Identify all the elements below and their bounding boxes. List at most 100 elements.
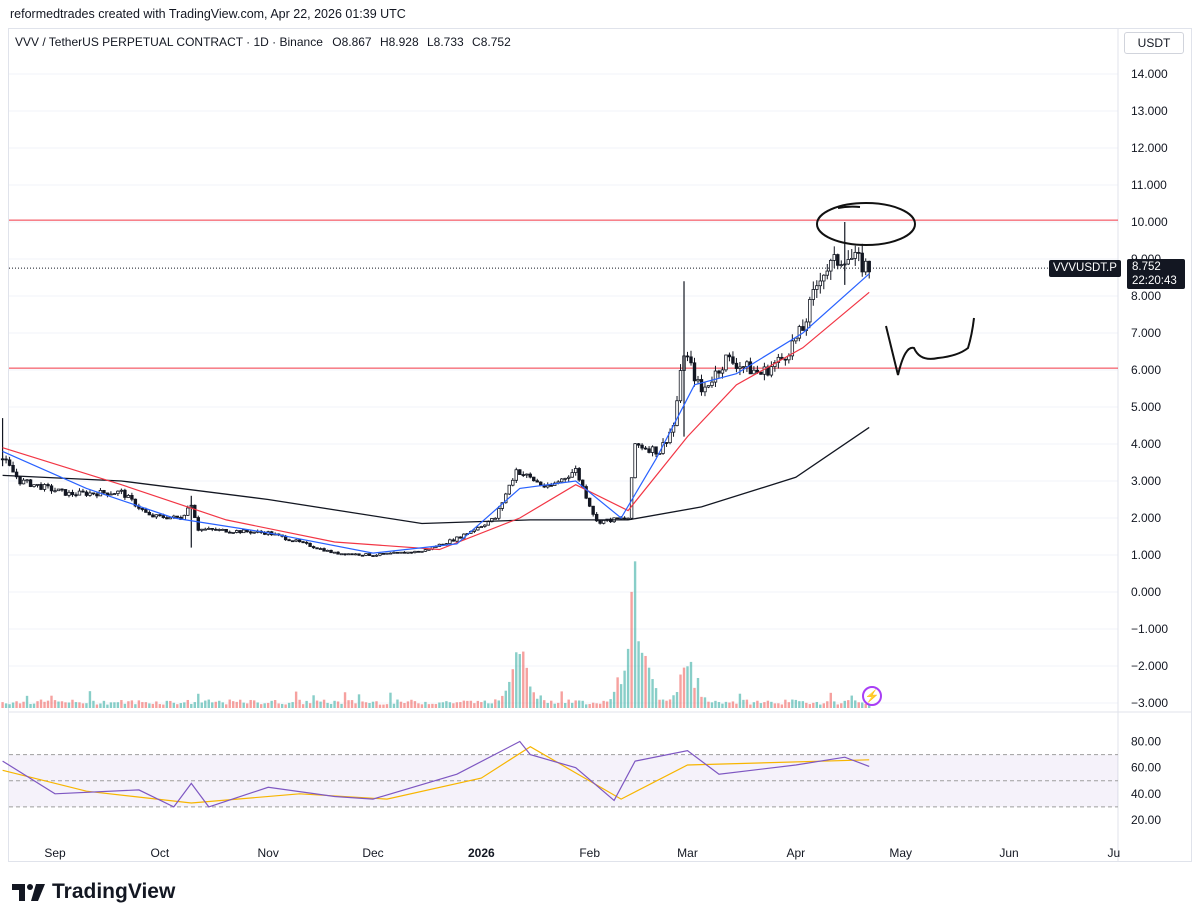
volume-bar	[193, 702, 196, 708]
rsi-axis-label: 80.00	[1131, 735, 1161, 749]
volume-bar	[861, 702, 864, 708]
candle-body	[504, 493, 508, 504]
low-label: L	[426, 35, 434, 49]
candle-body	[451, 539, 456, 542]
candle-body	[731, 356, 735, 364]
volume-bar	[707, 701, 710, 708]
candle-body	[755, 369, 760, 373]
candle-body	[486, 521, 491, 526]
tradingview-logo[interactable]: TradingView	[12, 880, 175, 904]
price-axis-label: 4.000	[1131, 437, 1161, 451]
candle-body	[643, 447, 648, 450]
candle-body	[231, 531, 235, 534]
candle-body	[514, 469, 518, 481]
volume-bar	[598, 703, 602, 708]
price-axis-label: 11.000	[1131, 178, 1167, 192]
candle-body	[14, 471, 19, 478]
volume-bar	[329, 703, 333, 708]
candle-body	[640, 444, 644, 449]
volume-bar	[326, 702, 329, 708]
volume-bar	[752, 702, 756, 708]
price-axis-label: 2.000	[1131, 511, 1161, 525]
candle-body	[601, 520, 606, 524]
annotation-circle	[816, 202, 916, 246]
volume-bar	[134, 704, 137, 708]
candle-body	[416, 550, 421, 553]
candle-body	[81, 490, 85, 493]
candle-body	[67, 491, 71, 496]
volume-bar	[588, 704, 591, 708]
volume-bar	[469, 700, 473, 708]
candle-body	[123, 489, 127, 498]
candle-body	[112, 493, 117, 495]
candle-body	[727, 354, 732, 358]
candle-body	[521, 474, 525, 476]
candle-body	[60, 488, 64, 491]
candle-body	[549, 484, 553, 487]
volume-bar	[29, 703, 32, 708]
volume-bar	[53, 700, 57, 708]
volume-bar	[633, 561, 637, 708]
candle-body	[689, 356, 693, 364]
candle-body	[594, 513, 599, 522]
price-axis-label: 10.000	[1131, 215, 1168, 229]
volume-bar	[116, 702, 120, 708]
lightning-bolt-icon[interactable]: ⚡	[862, 686, 882, 706]
volume-bar	[696, 677, 700, 708]
volume-bar	[679, 674, 682, 708]
volume-bar	[819, 704, 822, 708]
volume-bar	[497, 700, 501, 708]
high-value: 8.928	[388, 35, 419, 49]
volume-bar	[102, 700, 106, 708]
close-value: 8.752	[480, 35, 511, 49]
volume-bar	[354, 703, 357, 708]
volume-bar	[854, 700, 857, 708]
ema-slow-line	[2, 291, 870, 551]
volume-bar	[22, 701, 25, 708]
candle-body	[21, 479, 26, 485]
volume-bar	[826, 701, 829, 708]
volume-bar	[661, 699, 665, 708]
candle-body	[77, 490, 82, 496]
candle-body	[116, 490, 120, 494]
volume-bar	[378, 704, 382, 708]
candle-body	[360, 554, 365, 557]
candle-body	[811, 289, 816, 300]
volume-bar	[658, 699, 661, 708]
volume-bar	[232, 701, 235, 708]
candle-body	[168, 517, 173, 520]
candle-body	[497, 508, 501, 519]
candle-body	[776, 356, 781, 363]
symbol-title[interactable]: VVV / TetherUS PERPETUAL CONTRACT · 1D ·…	[15, 35, 323, 49]
candle-body	[566, 476, 571, 479]
volume-bar	[563, 702, 567, 708]
volume-bar	[361, 701, 364, 708]
volume-bar	[595, 703, 598, 708]
candle-body	[857, 251, 861, 254]
volume-bar	[4, 703, 8, 708]
volume-bar	[347, 700, 350, 708]
volume-bar	[305, 700, 308, 708]
volume-bar	[357, 694, 361, 708]
candle-body	[42, 484, 47, 490]
volume-bar	[770, 701, 773, 708]
candle-body	[74, 494, 78, 497]
volume-bar	[536, 698, 539, 708]
rsi-axis-label: 60.00	[1131, 761, 1161, 775]
volume-bar	[179, 703, 183, 708]
volume-bar	[396, 699, 399, 708]
rsi-ma-line	[2, 745, 870, 804]
volume-bar	[375, 701, 378, 708]
volume-bar	[280, 703, 284, 708]
price-axis-label: −2.000	[1131, 659, 1168, 673]
candle-body	[95, 493, 99, 497]
candle-body	[420, 550, 424, 553]
currency-selector[interactable]: USDT	[1124, 32, 1184, 54]
candle-body	[395, 551, 400, 554]
candle-body	[713, 370, 718, 383]
volume-bar	[605, 701, 609, 708]
volume-bars	[1, 561, 871, 708]
volume-bar	[291, 702, 294, 708]
volume-bar	[476, 700, 480, 708]
